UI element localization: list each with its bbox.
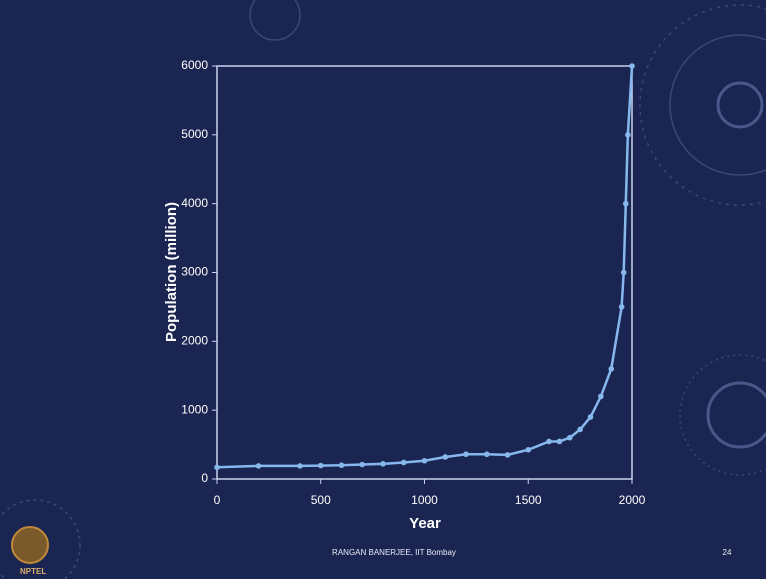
data-point [422, 458, 428, 464]
decoration [0, 0, 766, 579]
x-axis-title: Year [409, 515, 441, 532]
footer-author: RANGAN BANERJEE, IIT Bombay [332, 548, 456, 557]
data-point [505, 452, 511, 458]
series-line [217, 66, 632, 467]
data-point [525, 447, 531, 453]
data-point [629, 63, 635, 69]
y-tick-label: 2000 [181, 334, 208, 348]
data-point [463, 451, 469, 457]
data-point [625, 132, 631, 138]
data-point [256, 463, 262, 469]
y-tick-label: 6000 [181, 58, 208, 72]
data-point [380, 461, 386, 467]
logo [12, 527, 48, 563]
data-point [557, 439, 563, 445]
data-point [359, 462, 365, 468]
data-point [339, 462, 345, 468]
y-tick-label: 1000 [181, 402, 208, 416]
page-number: 24 [723, 548, 732, 557]
y-axis-title: Population (million) [163, 202, 180, 342]
y-tick-label: 3000 [181, 265, 208, 279]
logo-text: NPTEL [20, 567, 46, 576]
data-point [588, 414, 594, 420]
data-point [567, 435, 573, 441]
slide: NPTEL RANGAN BANERJEE, IIT Bombay 24 Yea… [0, 0, 766, 579]
data-point [577, 427, 583, 433]
plot-frame [217, 66, 632, 479]
x-tick-label: 0 [214, 493, 221, 507]
data-point [484, 451, 490, 457]
data-point [214, 464, 220, 470]
data-point [401, 460, 407, 466]
data-point [623, 201, 629, 207]
data-point [598, 394, 604, 400]
x-tick-label: 2000 [619, 493, 646, 507]
data-point [608, 366, 614, 372]
data-point [318, 463, 324, 469]
data-point [442, 454, 448, 460]
data-point [297, 463, 303, 469]
data-point [619, 304, 625, 310]
x-tick-label: 1000 [411, 493, 438, 507]
chart: NPTEL RANGAN BANERJEE, IIT Bombay 24 Yea… [0, 0, 766, 579]
y-tick-label: 5000 [181, 127, 208, 141]
data-point [546, 439, 552, 445]
x-tick-label: 500 [311, 493, 331, 507]
y-tick-label: 0 [201, 471, 208, 485]
x-tick-label: 1500 [515, 493, 542, 507]
data-point [621, 270, 627, 276]
y-tick-label: 4000 [181, 196, 208, 210]
